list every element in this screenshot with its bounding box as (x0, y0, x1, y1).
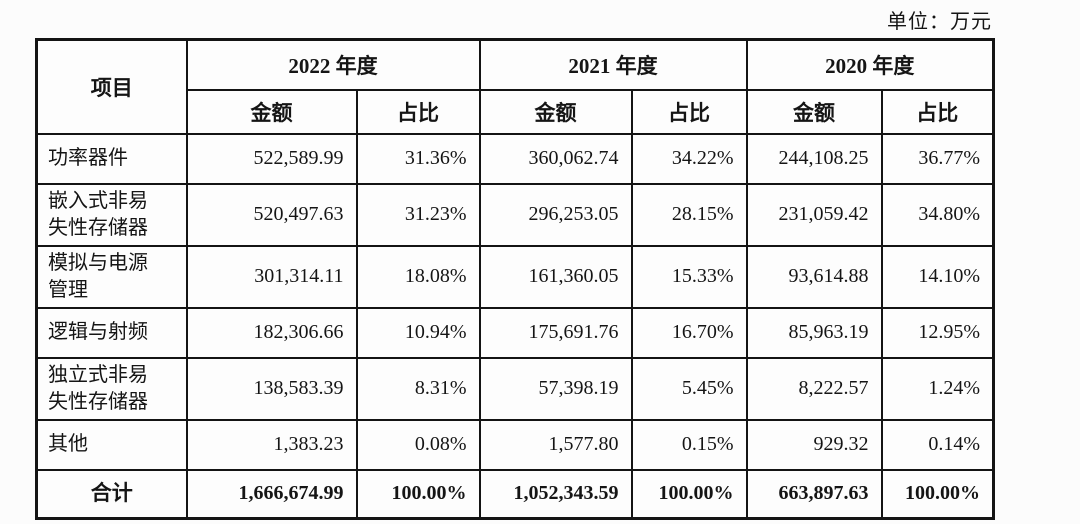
cell-amount: 175,691.76 (478, 306, 633, 359)
cell-amount: 296,253.05 (478, 182, 633, 247)
table-row: 其他 1,383.23 0.08% 1,577.80 0.15% 929.32 … (35, 418, 995, 471)
cell-ratio: 1.24% (880, 356, 995, 421)
cell-ratio: 100.00% (630, 468, 748, 520)
cell-amount: 182,306.66 (185, 306, 358, 359)
column-header-ratio-2021: 占比 (630, 88, 748, 135)
row-item-label: 嵌入式非易失性存储器 (35, 182, 188, 247)
table-row: 独立式非易失性存储器 138,583.39 8.31% 57,398.19 5.… (35, 356, 995, 421)
unit-label: 单位：万元 (887, 11, 992, 33)
cell-ratio: 34.22% (630, 132, 748, 185)
cell-amount: 8,222.57 (745, 356, 883, 421)
cell-ratio: 36.77% (880, 132, 995, 185)
revenue-breakdown-table: 项目 2022 年度 2021 年度 2020 年度 金额 占比 金额 占比 金… (35, 38, 995, 520)
cell-amount: 929.32 (745, 418, 883, 471)
table-body: 功率器件 522,589.99 31.36% 360,062.74 34.22%… (35, 132, 995, 520)
column-header-amount-2020: 金额 (745, 88, 883, 135)
cell-amount: 161,360.05 (478, 244, 633, 309)
cell-ratio: 34.80% (880, 182, 995, 247)
header-year-row: 项目 2022 年度 2021 年度 2020 年度 (35, 38, 995, 135)
table-row: 嵌入式非易失性存储器 520,497.63 31.23% 296,253.05 … (35, 182, 995, 247)
column-header-ratio-2020: 占比 (880, 88, 995, 135)
row-item-label: 逻辑与射频 (35, 306, 188, 359)
cell-amount: 520,497.63 (185, 182, 358, 247)
cell-ratio: 14.10% (880, 244, 995, 309)
cell-amount: 301,314.11 (185, 244, 358, 309)
cell-amount: 1,383.23 (185, 418, 358, 471)
cell-ratio: 16.70% (630, 306, 748, 359)
header-sublabel-row: 金额 占比 金额 占比 金额 占比 (37, 88, 995, 135)
cell-amount: 1,666,674.99 (185, 468, 358, 520)
cell-amount: 93,614.88 (745, 244, 883, 309)
column-header-year-2022: 2022 年度 (185, 38, 481, 91)
table-row: 模拟与电源管理 301,314.11 18.08% 161,360.05 15.… (35, 244, 995, 309)
cell-amount: 244,108.25 (745, 132, 883, 185)
table-total-row: 合计 1,666,674.99 100.00% 1,052,343.59 100… (35, 468, 995, 520)
cell-ratio: 15.33% (630, 244, 748, 309)
cell-ratio: 100.00% (880, 468, 995, 520)
table-row: 逻辑与射频 182,306.66 10.94% 175,691.76 16.70… (35, 306, 995, 359)
cell-ratio: 100.00% (355, 468, 481, 520)
total-row-label: 合计 (35, 468, 188, 520)
cell-ratio: 31.23% (355, 182, 481, 247)
cell-ratio: 10.94% (355, 306, 481, 359)
row-item-label: 功率器件 (35, 132, 188, 185)
table-row: 功率器件 522,589.99 31.36% 360,062.74 34.22%… (35, 132, 995, 185)
cell-amount: 360,062.74 (478, 132, 633, 185)
cell-ratio: 0.15% (630, 418, 748, 471)
cell-amount: 138,583.39 (185, 356, 358, 421)
cell-ratio: 12.95% (880, 306, 995, 359)
cell-amount: 663,897.63 (745, 468, 883, 520)
row-item-label: 模拟与电源管理 (35, 244, 188, 309)
cell-ratio: 28.15% (630, 182, 748, 247)
cell-amount: 1,052,343.59 (478, 468, 633, 520)
row-item-label: 独立式非易失性存储器 (35, 356, 188, 421)
row-item-label: 其他 (35, 418, 188, 471)
column-header-amount-2021: 金额 (478, 88, 633, 135)
cell-ratio: 8.31% (355, 356, 481, 421)
column-header-item: 项目 (35, 38, 188, 135)
cell-amount: 85,963.19 (745, 306, 883, 359)
cell-ratio: 31.36% (355, 132, 481, 185)
column-header-amount-2022: 金额 (185, 88, 358, 135)
cell-ratio: 0.08% (355, 418, 481, 471)
cell-ratio: 18.08% (355, 244, 481, 309)
table-header: 项目 2022 年度 2021 年度 2020 年度 金额 占比 金额 占比 金… (35, 38, 995, 135)
column-header-ratio-2022: 占比 (355, 88, 481, 135)
cell-amount: 231,059.42 (745, 182, 883, 247)
cell-amount: 57,398.19 (478, 356, 633, 421)
column-header-year-2020: 2020 年度 (745, 38, 995, 91)
cell-ratio: 0.14% (880, 418, 995, 471)
cell-amount: 522,589.99 (185, 132, 358, 185)
cell-amount: 1,577.80 (478, 418, 633, 471)
column-header-year-2021: 2021 年度 (478, 38, 748, 91)
cell-ratio: 5.45% (630, 356, 748, 421)
